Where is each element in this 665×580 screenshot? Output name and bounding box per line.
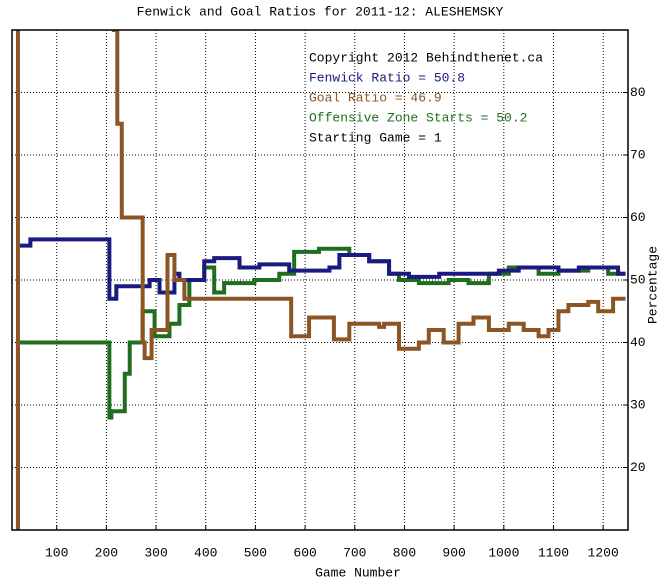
annotation: Goal Ratio = 46.9 xyxy=(309,90,442,105)
x-tick-label: 300 xyxy=(144,545,167,560)
annotation: Starting Game = 1 xyxy=(309,130,442,145)
x-tick-label: 100 xyxy=(45,545,68,560)
x-tick-label: 600 xyxy=(293,545,316,560)
y-tick-label: 60 xyxy=(630,210,646,225)
annotation: Copyright 2012 Behindthenet.ca xyxy=(309,50,543,65)
series-line xyxy=(16,237,626,301)
x-tick-label: 700 xyxy=(343,545,366,560)
x-tick-label: 400 xyxy=(194,545,217,560)
x-tick-label: 1000 xyxy=(488,545,519,560)
annotation: Fenwick Ratio = 50.8 xyxy=(309,70,465,85)
x-tick-label: 800 xyxy=(393,545,416,560)
plot-frame xyxy=(11,29,629,531)
y-tick-label: 50 xyxy=(630,272,646,287)
grid: 100 200 300 400 500 600 700 800 900 1000 1100 1200 2… xyxy=(12,30,646,560)
chart-title: Fenwick and Goal Ratios for 2011-12: ALE… xyxy=(137,4,504,19)
x-tick-label: 1200 xyxy=(588,545,619,560)
annotations: Copyright 2012 Behindthenet.ca Fenwick Ra… xyxy=(309,50,543,145)
y-tick-label: 40 xyxy=(630,335,646,350)
series-line xyxy=(15,246,626,530)
x-tick-label: 500 xyxy=(244,545,267,560)
x-axis-label: Game Number xyxy=(315,565,401,580)
x-tick-label: 900 xyxy=(442,545,465,560)
annotation: Offensive Zone Starts = 50.2 xyxy=(309,110,527,125)
y-tick-label: 70 xyxy=(630,147,646,162)
plot-area xyxy=(15,30,626,530)
y-axis-label: Percentage xyxy=(645,246,660,324)
x-tick-label: 1100 xyxy=(538,545,569,560)
y-tick-label: 30 xyxy=(630,397,646,412)
x-tick-label: 200 xyxy=(95,545,118,560)
series-line xyxy=(15,30,626,530)
y-tick-label: 80 xyxy=(630,85,646,100)
y-tick-label: 20 xyxy=(630,460,646,475)
